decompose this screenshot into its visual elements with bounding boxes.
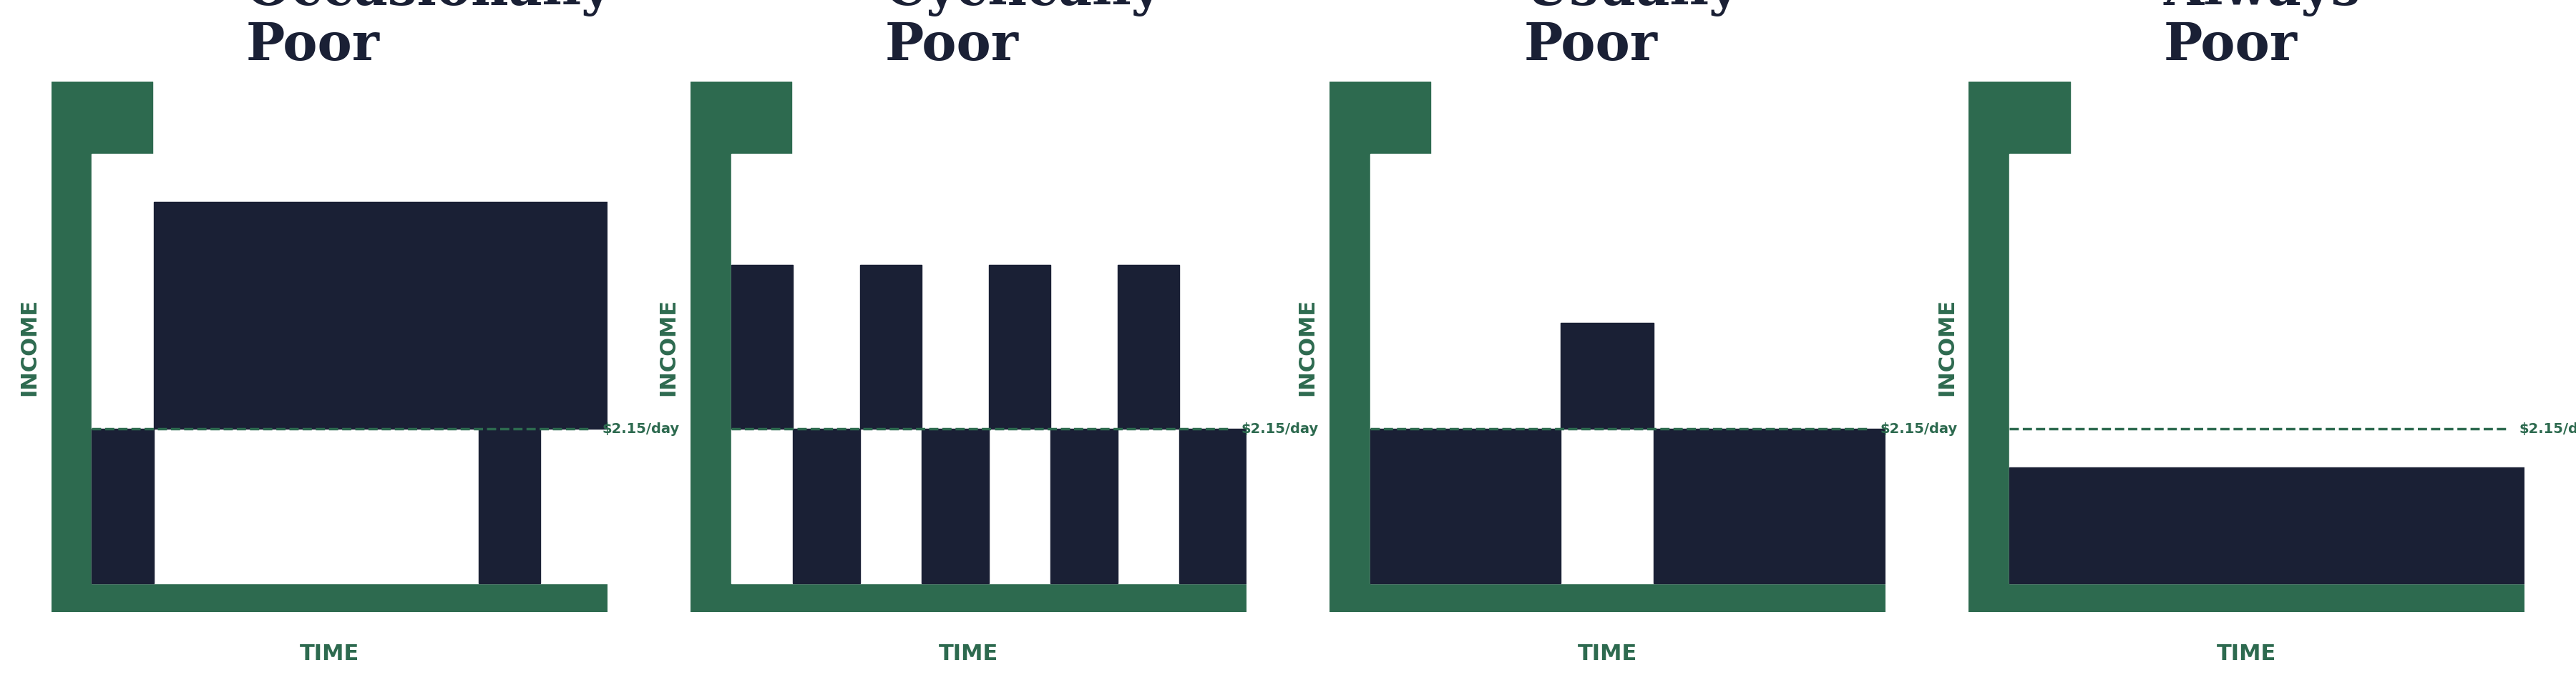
- Bar: [732, 154, 1247, 583]
- Bar: [52, 583, 608, 612]
- Text: TIME: TIME: [2218, 644, 2277, 664]
- Text: TIME: TIME: [1577, 644, 1638, 664]
- Bar: [1968, 130, 2009, 612]
- Bar: [1968, 82, 2069, 154]
- Bar: [690, 82, 791, 154]
- Text: INCOME: INCOME: [657, 298, 677, 396]
- Text: TIME: TIME: [299, 644, 358, 664]
- Bar: [93, 154, 608, 583]
- Bar: [479, 429, 541, 583]
- Text: Occasionally
Poor: Occasionally Poor: [247, 0, 611, 71]
- Bar: [1968, 583, 2524, 612]
- Bar: [1329, 130, 1370, 612]
- Bar: [1118, 265, 1180, 429]
- Text: Cyclically
Poor: Cyclically Poor: [886, 0, 1162, 71]
- Text: INCOME: INCOME: [1937, 298, 1958, 396]
- Text: $2.15/day: $2.15/day: [2519, 422, 2576, 436]
- Text: $2.15/day: $2.15/day: [603, 422, 680, 436]
- Bar: [690, 130, 732, 612]
- Text: $2.15/day: $2.15/day: [1242, 422, 1319, 436]
- Bar: [155, 202, 608, 429]
- Text: INCOME: INCOME: [18, 298, 39, 396]
- Bar: [1051, 429, 1118, 583]
- Bar: [1561, 323, 1654, 429]
- Bar: [860, 265, 922, 429]
- Bar: [922, 429, 989, 583]
- Bar: [93, 429, 155, 583]
- Bar: [52, 130, 93, 612]
- Bar: [2009, 154, 2524, 583]
- Bar: [732, 265, 793, 429]
- Text: Usually
Poor: Usually Poor: [1525, 0, 1739, 71]
- Bar: [1370, 154, 1886, 583]
- Bar: [989, 265, 1051, 429]
- Bar: [1180, 429, 1247, 583]
- Bar: [1329, 583, 1886, 612]
- Text: TIME: TIME: [938, 644, 999, 664]
- Bar: [690, 583, 1247, 612]
- Bar: [52, 82, 152, 154]
- Bar: [1329, 82, 1430, 154]
- Bar: [793, 429, 860, 583]
- Bar: [2009, 467, 2524, 583]
- Bar: [1654, 429, 1886, 583]
- Text: INCOME: INCOME: [1298, 298, 1319, 396]
- Text: $2.15/day: $2.15/day: [1880, 422, 1958, 436]
- Bar: [1370, 429, 1561, 583]
- Text: Always
Poor: Always Poor: [2164, 0, 2360, 71]
